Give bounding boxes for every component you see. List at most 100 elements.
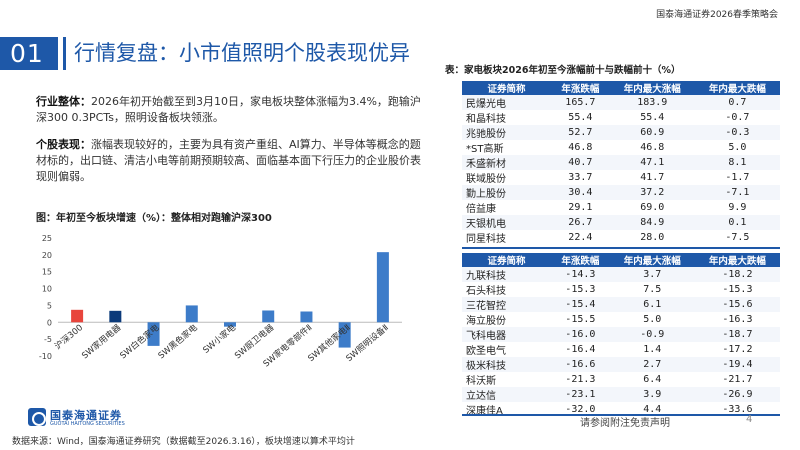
value-cell: 84.9 — [609, 215, 695, 230]
value-cell: -18.7 — [694, 327, 780, 342]
bar — [338, 322, 351, 348]
section-divider — [63, 37, 66, 70]
value-cell: 4.4 — [643, 404, 662, 415]
value-cell: 22.4 — [568, 232, 593, 243]
value-cell: -21.7 — [722, 374, 753, 385]
y-tick-label: -5 — [44, 335, 52, 344]
logo-english: GUOTAI HAITONG SECURITIES — [50, 421, 125, 427]
bar — [224, 322, 236, 327]
table-title: 表：家电板块2026年初至今涨幅前十与跌幅前十（%） — [445, 65, 681, 76]
company-logo: 国泰海通证券 GUOTAI HAITONG SECURITIES — [28, 406, 133, 430]
value-cell: -15.3 — [722, 284, 753, 295]
value-cell: 165.7 — [551, 95, 610, 110]
value-cell: -16.0 — [551, 327, 610, 342]
stock-label: 个股表现： — [36, 138, 91, 151]
value-cell: -0.9 — [609, 327, 695, 342]
value-cell: 37.2 — [609, 185, 695, 200]
value-cell: 33.7 — [568, 172, 593, 183]
x-tick-label: SW家用电器 — [80, 322, 124, 361]
gainer-row: 禾盛新材 40.7 47.1 8.1 — [462, 155, 780, 170]
value-cell: -1.7 — [725, 172, 750, 183]
loser-row: 九联科技 -14.3 3.7 -18.2 — [462, 267, 780, 282]
stock-name-cell: 兆驰股份 — [462, 125, 552, 140]
value-cell: 69.0 — [640, 202, 665, 213]
value-cell: -0.7 — [725, 112, 750, 123]
top-losers-table: 证券简称 年涨跌幅 年内最大涨幅 年内最大跌幅 九联科技 -14.3 3.7 -18.2 石头科… — [462, 253, 780, 417]
stock-name-cell: 立达信 — [462, 387, 552, 402]
gainer-row: *ST高斯 46.8 46.8 5.0 — [462, 140, 780, 155]
bar — [300, 311, 313, 323]
logo-name: 国泰海通证券 — [50, 409, 122, 422]
disclaimer-link[interactable]: 请参阅附注免责声明 — [580, 418, 670, 429]
stock-name-cell: 石头科技 — [466, 286, 506, 297]
y-tick-label: 10 — [42, 285, 52, 294]
value-cell: -16.6 — [551, 357, 610, 372]
value-cell: 46.8 — [640, 142, 665, 153]
stock-name-cell: 九联科技 — [462, 267, 552, 282]
column-header: 年内最大跌幅 — [694, 253, 780, 267]
loser-row: 三花智控 -15.4 6.1 -15.6 — [462, 297, 780, 312]
stock-name-cell: 欧圣电气 — [466, 346, 506, 357]
value-cell: -15.6 — [694, 297, 780, 312]
stock-name-cell: 勤上股份 — [462, 185, 552, 200]
value-cell: 3.9 — [609, 387, 695, 402]
value-cell: 40.7 — [551, 155, 610, 170]
stock-name-cell: 同星科技 — [466, 234, 506, 245]
y-tick-label: 15 — [42, 268, 52, 277]
value-cell: -18.2 — [694, 267, 780, 282]
value-cell: 55.4 — [640, 112, 665, 123]
value-cell: -17.2 — [722, 344, 753, 355]
value-cell: 26.7 — [551, 215, 610, 230]
x-tick-label: SW小家电 — [201, 322, 239, 356]
bar — [109, 310, 122, 323]
gainer-row: 勤上股份 30.4 37.2 -7.1 — [462, 185, 780, 200]
loser-row: 石头科技 -15.3 7.5 -15.3 — [462, 282, 780, 297]
top-gainers-table: 证券简称 年涨跌幅 年内最大涨幅 年内最大跌幅 民爆光电 165.7 183.9 0.7 和晶科… — [462, 81, 780, 245]
value-cell: -7.1 — [694, 185, 780, 200]
value-cell: 30.4 — [551, 185, 610, 200]
value-cell: -15.3 — [565, 284, 596, 295]
industry-label: 行业整体： — [36, 95, 91, 108]
logo-mark-icon — [28, 408, 46, 426]
column-header: 年内最大涨幅 — [609, 81, 695, 95]
loser-row: 海立股份 -15.5 5.0 -16.3 — [462, 312, 780, 327]
value-cell: 0.1 — [694, 215, 780, 230]
stock-name-cell: 和晶科技 — [466, 114, 506, 125]
gainer-row: 天银机电 26.7 84.9 0.1 — [462, 215, 780, 230]
section-number: 01 — [0, 37, 58, 70]
column-header: 年涨跌幅 — [551, 81, 610, 95]
table-bottom-rule — [462, 414, 780, 416]
table-header-row: 证券简称 年涨跌幅 年内最大涨幅 年内最大跌幅 — [462, 253, 780, 267]
value-cell: 28.0 — [640, 232, 665, 243]
value-cell: -32.0 — [565, 404, 596, 415]
value-cell: -23.1 — [551, 387, 610, 402]
value-cell: -0.3 — [694, 125, 780, 140]
value-cell: 7.5 — [643, 284, 662, 295]
data-source: 数据来源：Wind，国泰海通证券研究（数据截至2026.3.16），板块增速以算… — [12, 437, 355, 447]
gainer-row: 联域股份 33.7 41.7 -1.7 — [462, 170, 780, 185]
stock-name-cell: 倍益康 — [466, 204, 496, 215]
value-cell: 5.0 — [728, 142, 747, 153]
loser-row: 飞科电器 -16.0 -0.9 -18.7 — [462, 327, 780, 342]
stock-name-cell: 深康佳A — [466, 406, 503, 417]
value-cell: 183.9 — [609, 95, 695, 110]
column-header: 年涨跌幅 — [551, 253, 610, 267]
header-org: 国泰海通证券2026春季策略会 — [656, 10, 778, 20]
value-cell: 1.4 — [643, 344, 662, 355]
page-title: 行情复盘：小市值照明个股表现优异 — [74, 41, 410, 65]
x-tick-label: 沪深300 — [53, 322, 86, 352]
gainer-row: 同星科技 22.4 28.0 -7.5 — [462, 230, 780, 245]
chart-title: 图：年初至今板块增速（%）：整体相对跑输沪深300 — [36, 213, 272, 224]
y-tick-label: 25 — [42, 234, 52, 243]
bar — [71, 309, 84, 323]
industry-body: 2026年初开始截至到3月10日，家电板块整体涨幅为3.4%，跑输沪深300 0… — [36, 95, 421, 124]
bar — [376, 252, 389, 323]
page-number: 4 — [746, 414, 753, 425]
value-cell: -33.6 — [722, 404, 753, 415]
loser-row: 极米科技 -16.6 2.7 -19.4 — [462, 357, 780, 372]
value-cell: 47.1 — [609, 155, 695, 170]
x-tick-label: SW照明设备Ⅱ — [344, 322, 391, 364]
value-cell: -19.4 — [694, 357, 780, 372]
